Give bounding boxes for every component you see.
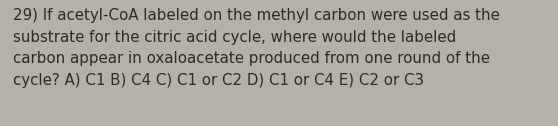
Text: 29) If acetyl-CoA labeled on the methyl carbon were used as the
substrate for th: 29) If acetyl-CoA labeled on the methyl …	[13, 8, 500, 88]
